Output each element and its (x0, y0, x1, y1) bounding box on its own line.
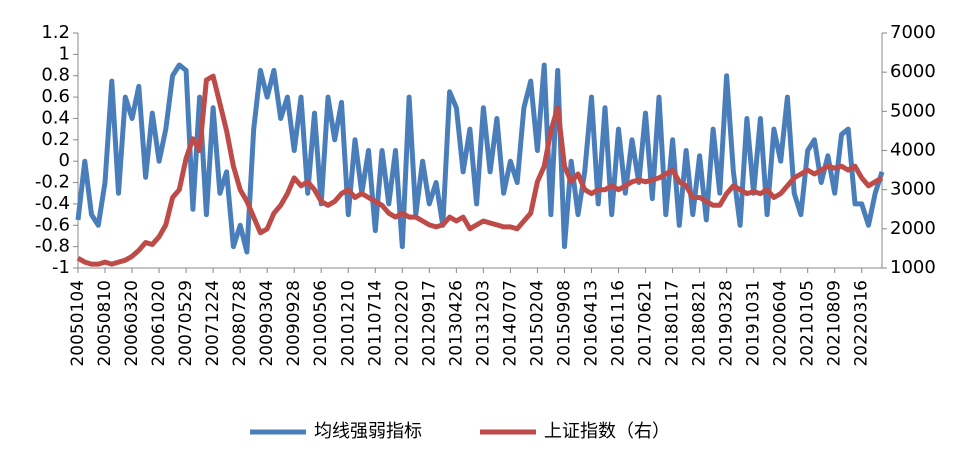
x-tick-label: 20120220 (392, 280, 412, 367)
legend-label: 上证指数（右） (544, 421, 670, 442)
y-tick-label: 1.2 (41, 22, 70, 43)
x-tick-label: 20060320 (122, 280, 142, 367)
x-tick-label: 20080728 (230, 280, 250, 367)
legend-label: 均线强弱指标 (314, 421, 422, 442)
x-tick-label: 20191031 (744, 280, 764, 367)
x-tick-label: 20050104 (68, 280, 88, 367)
x-tick-label: 20180117 (663, 280, 683, 367)
x-tick-label: 20070529 (176, 280, 196, 367)
x-tick-label: 20160413 (581, 280, 601, 367)
y2-tick-label: 4000 (890, 140, 936, 161)
y2-tick-label: 5000 (890, 100, 936, 121)
x-tick-label: 20161116 (609, 280, 629, 367)
y2-tick-label: 2000 (890, 218, 936, 239)
x-tick-label: 20050810 (95, 280, 115, 367)
x-tick-label: 20061020 (149, 280, 169, 367)
series-line (75, 62, 885, 255)
y2-tick-label: 3000 (890, 179, 936, 200)
x-tick-label: 20170621 (636, 280, 656, 367)
y-tick-label: 0.8 (41, 65, 70, 86)
y2-tick-label: 1000 (890, 257, 936, 278)
x-tick-label: 20150204 (527, 280, 547, 367)
y-tick-label: -0.2 (35, 172, 70, 193)
x-tick-label: 20071224 (203, 280, 223, 367)
y-tick-label: 0.6 (41, 86, 70, 107)
x-tick-label: 20110714 (365, 280, 385, 367)
y-tick-label: -1 (52, 257, 70, 278)
y-tick-label: -0.8 (35, 236, 70, 257)
x-tick-label: 20090928 (284, 280, 304, 367)
x-tick-label: 20210105 (798, 280, 818, 367)
x-tick-label: 20101210 (338, 280, 358, 367)
y2-tick-label: 6000 (890, 61, 936, 82)
series-line (76, 73, 884, 267)
y-tick-label: 0 (59, 150, 70, 171)
x-tick-label: 20140707 (500, 280, 520, 367)
y-tick-label: 1 (59, 43, 70, 64)
x-tick-label: 20131203 (473, 280, 493, 367)
y-tick-label: 0.4 (41, 107, 70, 128)
x-tick-label: 20190328 (717, 280, 737, 367)
x-tick-label: 20130426 (446, 280, 466, 367)
x-tick-label: 20120917 (419, 280, 439, 367)
x-tick-label: 20220316 (852, 280, 872, 367)
y2-tick-label: 7000 (890, 22, 936, 43)
x-tick-label: 20100506 (311, 280, 331, 367)
x-tick-label: 20090304 (257, 280, 277, 367)
y-tick-label: -0.4 (35, 193, 70, 214)
x-tick-label: 20180821 (690, 280, 710, 367)
x-tick-label: 20210809 (825, 280, 845, 367)
x-tick-label: 20150908 (554, 280, 574, 367)
y-tick-label: -0.6 (35, 214, 70, 235)
x-tick-label: 20200604 (771, 280, 791, 367)
y-tick-label: 0.2 (41, 129, 70, 150)
